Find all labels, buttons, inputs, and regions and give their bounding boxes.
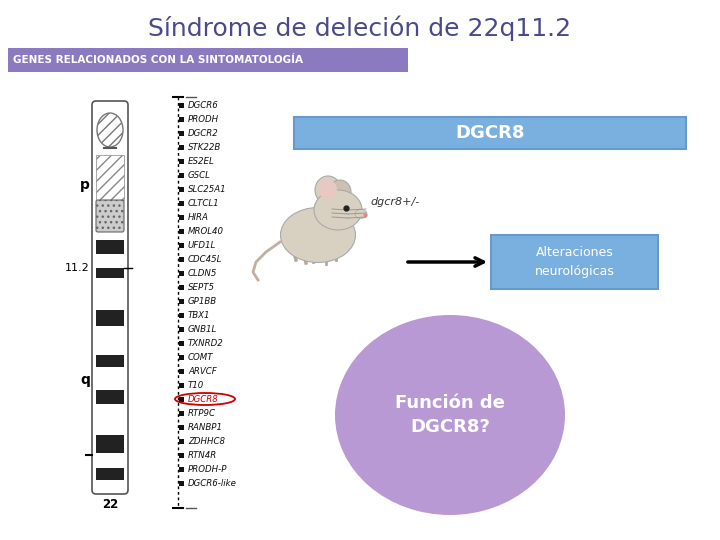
Text: DGCR2: DGCR2 bbox=[188, 129, 219, 138]
Bar bbox=[96, 268, 124, 278]
FancyBboxPatch shape bbox=[96, 155, 124, 200]
Text: PRODH-P: PRODH-P bbox=[188, 464, 228, 474]
Text: GSCL: GSCL bbox=[188, 171, 211, 179]
Text: RTN4R: RTN4R bbox=[188, 450, 217, 460]
Text: TBX1: TBX1 bbox=[188, 310, 210, 320]
Text: 22: 22 bbox=[102, 498, 118, 511]
Bar bbox=[179, 410, 184, 415]
Text: Alteraciones
neurológicas: Alteraciones neurológicas bbox=[534, 246, 614, 278]
Bar bbox=[96, 240, 124, 254]
Bar bbox=[179, 285, 184, 289]
Bar bbox=[96, 310, 124, 326]
Ellipse shape bbox=[314, 190, 362, 230]
Bar bbox=[179, 214, 184, 219]
Bar bbox=[179, 186, 184, 192]
Ellipse shape bbox=[315, 176, 341, 204]
Bar bbox=[179, 313, 184, 318]
Text: UFD1L: UFD1L bbox=[188, 240, 216, 249]
Bar bbox=[179, 299, 184, 303]
Text: STK22B: STK22B bbox=[188, 143, 221, 152]
Ellipse shape bbox=[329, 180, 351, 204]
Bar bbox=[179, 354, 184, 360]
Bar bbox=[96, 390, 124, 404]
Bar bbox=[179, 424, 184, 429]
Text: COMT: COMT bbox=[188, 353, 214, 361]
Text: CDC45L: CDC45L bbox=[188, 254, 222, 264]
Text: RANBP1: RANBP1 bbox=[188, 422, 223, 431]
Text: 11.2: 11.2 bbox=[66, 263, 90, 273]
Bar bbox=[179, 256, 184, 261]
Bar bbox=[179, 172, 184, 178]
Ellipse shape bbox=[335, 315, 565, 515]
Text: MROL40: MROL40 bbox=[188, 226, 224, 235]
Bar bbox=[96, 468, 124, 480]
Text: SLC25A1: SLC25A1 bbox=[188, 185, 227, 193]
FancyBboxPatch shape bbox=[294, 117, 686, 149]
Bar bbox=[179, 481, 184, 485]
Text: Síndrome de deleción de 22q11.2: Síndrome de deleción de 22q11.2 bbox=[148, 15, 572, 40]
Bar bbox=[179, 341, 184, 346]
Bar bbox=[179, 453, 184, 457]
Bar bbox=[179, 103, 184, 107]
Text: Función de
DGCR8?: Función de DGCR8? bbox=[395, 394, 505, 436]
FancyBboxPatch shape bbox=[491, 235, 658, 289]
Bar bbox=[179, 271, 184, 275]
Text: DGCR8: DGCR8 bbox=[455, 124, 525, 142]
Text: CLTCL1: CLTCL1 bbox=[188, 199, 220, 207]
Text: DGCR6-like: DGCR6-like bbox=[188, 478, 237, 488]
Bar bbox=[179, 228, 184, 233]
Text: RTP9C: RTP9C bbox=[188, 408, 216, 417]
Text: HIRA: HIRA bbox=[188, 213, 209, 221]
Bar bbox=[179, 368, 184, 374]
Ellipse shape bbox=[97, 113, 123, 147]
Text: GNB1L: GNB1L bbox=[188, 325, 217, 334]
FancyBboxPatch shape bbox=[92, 101, 128, 494]
FancyBboxPatch shape bbox=[96, 200, 124, 232]
Text: CLDN5: CLDN5 bbox=[188, 268, 217, 278]
Text: DGCR8: DGCR8 bbox=[188, 395, 219, 403]
Text: SEPT5: SEPT5 bbox=[188, 282, 215, 292]
Bar bbox=[96, 435, 124, 453]
Bar bbox=[96, 355, 124, 367]
Text: ARVCF: ARVCF bbox=[188, 367, 217, 375]
Bar bbox=[179, 396, 184, 402]
Text: q: q bbox=[80, 373, 90, 387]
Bar bbox=[179, 438, 184, 443]
Ellipse shape bbox=[319, 180, 337, 200]
Bar bbox=[179, 242, 184, 247]
Bar bbox=[179, 117, 184, 122]
Ellipse shape bbox=[281, 207, 356, 262]
Bar bbox=[179, 327, 184, 332]
Text: ES2EL: ES2EL bbox=[188, 157, 215, 165]
Text: TXNRD2: TXNRD2 bbox=[188, 339, 224, 348]
Bar bbox=[179, 131, 184, 136]
Bar bbox=[179, 382, 184, 388]
Text: T10: T10 bbox=[188, 381, 204, 389]
Bar bbox=[179, 200, 184, 206]
Text: DGCR6: DGCR6 bbox=[188, 100, 219, 110]
Ellipse shape bbox=[355, 210, 367, 219]
Bar bbox=[179, 467, 184, 471]
Text: ZDHHC8: ZDHHC8 bbox=[188, 436, 225, 446]
Text: GENES RELACIONADOS CON LA SINTOMATOLOGÍA: GENES RELACIONADOS CON LA SINTOMATOLOGÍA bbox=[13, 55, 303, 65]
Text: dgcr8+/-: dgcr8+/- bbox=[370, 197, 419, 207]
Text: GP1BB: GP1BB bbox=[188, 296, 217, 306]
Text: PRODH: PRODH bbox=[188, 114, 219, 124]
Bar bbox=[179, 159, 184, 164]
Text: p: p bbox=[80, 178, 90, 192]
FancyBboxPatch shape bbox=[8, 48, 408, 72]
Bar bbox=[179, 145, 184, 150]
